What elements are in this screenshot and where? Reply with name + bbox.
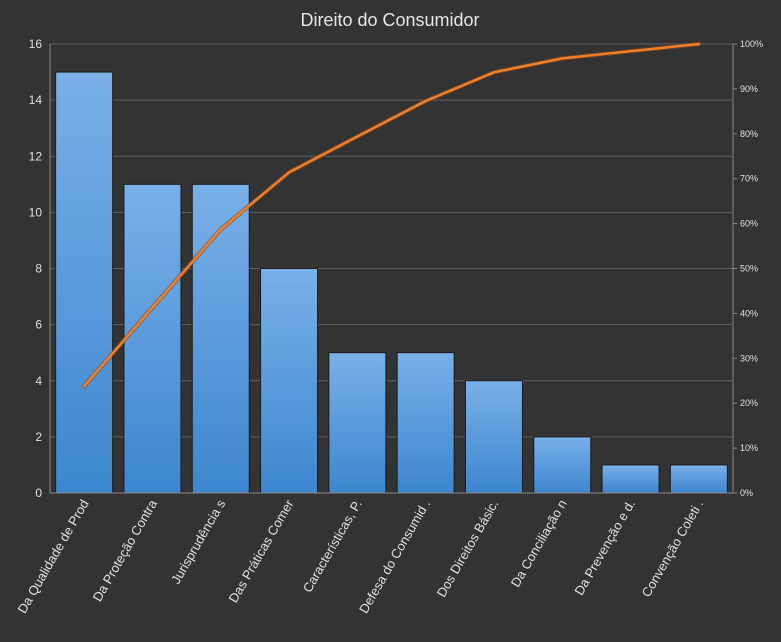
- y-tick-label: 0: [35, 486, 42, 500]
- x-tick-label: Convenção Coleti .: [639, 497, 707, 600]
- bars: [55, 71, 728, 494]
- x-tick-label: Características, P.: [300, 497, 365, 595]
- y2-tick-label: 20%: [740, 398, 758, 408]
- y-tick-label: 12: [29, 149, 43, 163]
- y-tick-label: 2: [35, 430, 42, 444]
- y-tick-label: 14: [29, 93, 43, 107]
- y2-tick-label: 0%: [740, 488, 753, 498]
- y2-tick-label: 40%: [740, 308, 758, 318]
- x-tick-label: Da Proteção Contra: [90, 496, 161, 604]
- bar: [396, 352, 455, 494]
- x-tick-label: Das Práticas Comer: [226, 496, 297, 605]
- y2-tick-label: 60%: [740, 219, 758, 229]
- x-tick-label: Jurisprudência s: [168, 497, 229, 587]
- y2-tick-label: 80%: [740, 129, 758, 139]
- x-tick-label: Defesa do Consumid .: [356, 497, 433, 616]
- y2-tick-label: 10%: [740, 443, 758, 453]
- y2-tick-label: 70%: [740, 174, 758, 184]
- x-tick-label: Da Prevenção e d.: [571, 497, 638, 598]
- y2-tick-label: 100%: [740, 39, 763, 49]
- y2-tick-label: 30%: [740, 353, 758, 363]
- bar: [533, 436, 592, 494]
- bar: [669, 464, 728, 494]
- y-tick-label: 8: [35, 262, 42, 276]
- bar: [55, 71, 114, 494]
- chart-title: Direito do Consumidor: [300, 10, 479, 30]
- bar: [328, 352, 387, 494]
- x-tick-label: Da Conciliação n: [508, 497, 570, 590]
- bar: [464, 380, 523, 494]
- bar: [123, 183, 182, 494]
- cumulative-line: [81, 41, 702, 389]
- bar: [601, 464, 660, 494]
- x-tick-label: Da Qualidade de Prod: [14, 497, 91, 616]
- y-tick-label: 16: [29, 37, 43, 51]
- x-tick-label: Dos Direitos Básic.: [434, 497, 502, 600]
- y-tick-label: 6: [35, 318, 42, 332]
- y2-tick-label: 90%: [740, 84, 758, 94]
- y-tick-label: 4: [35, 374, 42, 388]
- bar: [260, 268, 319, 494]
- y-tick-label: 10: [29, 205, 43, 219]
- cumulative-line-path: [82, 42, 701, 388]
- bar: [191, 183, 250, 494]
- y2-tick-label: 50%: [740, 264, 758, 274]
